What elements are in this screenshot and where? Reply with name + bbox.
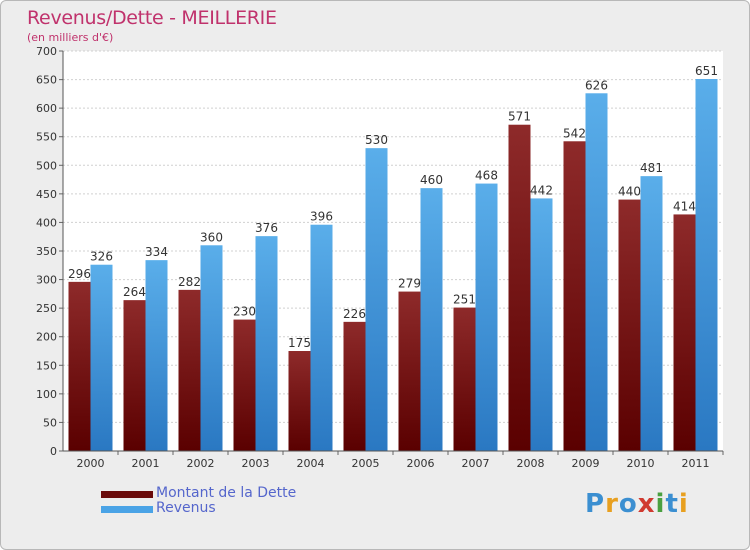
bar-revenus — [255, 236, 278, 451]
data-label-revenus: 334 — [145, 245, 168, 259]
bar-dette — [453, 307, 476, 451]
x-tick-label: 2005 — [352, 457, 380, 470]
x-tick-label: 2003 — [242, 457, 270, 470]
data-label-revenus: 442 — [530, 183, 553, 197]
logo-letter: t — [665, 489, 679, 519]
y-tick-label: 550 — [36, 131, 57, 144]
data-label-revenus: 468 — [475, 169, 498, 183]
bar-dette — [398, 291, 421, 451]
x-tick-label: 2000 — [77, 457, 105, 470]
bar-revenus — [695, 79, 718, 451]
bar-dette — [68, 281, 91, 451]
data-label-dette: 175 — [288, 336, 311, 350]
legend-label-dette: Montant de la Dette — [156, 485, 297, 501]
x-tick-label: 2008 — [517, 457, 545, 470]
bar-dette — [508, 124, 531, 451]
data-label-revenus: 460 — [420, 173, 443, 187]
data-label-revenus: 360 — [200, 230, 223, 244]
y-tick-label: 700 — [36, 45, 57, 58]
x-tick-label: 2010 — [627, 457, 655, 470]
bar-dette — [178, 289, 201, 451]
data-label-dette: 282 — [178, 275, 201, 289]
y-tick-label: 500 — [36, 159, 57, 172]
bar-dette — [233, 319, 256, 451]
bar-revenus — [365, 148, 388, 451]
data-label-revenus: 651 — [695, 64, 718, 78]
data-label-revenus: 530 — [365, 133, 388, 147]
proxiti-logo: Proxiti — [585, 489, 689, 519]
y-tick-label: 0 — [50, 445, 57, 458]
x-tick-label: 2001 — [132, 457, 160, 470]
y-tick-label: 350 — [36, 245, 57, 258]
bar-dette — [618, 199, 641, 451]
data-label-revenus: 376 — [255, 221, 278, 235]
data-label-dette: 226 — [343, 307, 366, 321]
data-label-revenus: 326 — [90, 250, 113, 264]
data-label-dette: 230 — [233, 305, 256, 319]
y-tick-label: 200 — [36, 331, 57, 344]
x-tick-label: 2002 — [187, 457, 215, 470]
data-label-dette: 251 — [453, 293, 476, 307]
bar-revenus — [310, 224, 333, 451]
data-label-revenus: 396 — [310, 210, 333, 224]
data-label-dette: 414 — [673, 199, 696, 213]
x-tick-label: 2007 — [462, 457, 490, 470]
bar-revenus — [530, 198, 553, 451]
bar-revenus — [420, 188, 443, 451]
bar-revenus — [475, 183, 498, 452]
data-labels: 296 326 264 334 282 360 230 376 175 396 226 530 279 4… — [68, 64, 718, 350]
data-label-dette: 279 — [398, 277, 421, 291]
x-tick-label: 2006 — [407, 457, 435, 470]
legend-label-revenus: Revenus — [156, 500, 216, 516]
bar-revenus — [90, 264, 113, 451]
data-label-dette: 296 — [68, 267, 91, 281]
x-tick-label: 2009 — [572, 457, 600, 470]
bar-dette — [123, 300, 146, 451]
x-tick-label: 2004 — [297, 457, 325, 470]
data-label-dette: 571 — [508, 110, 531, 124]
bar-revenus — [200, 245, 223, 451]
y-tick-label: 400 — [36, 216, 57, 229]
bars — [68, 79, 718, 452]
data-label-dette: 542 — [563, 126, 586, 140]
data-label-revenus: 481 — [640, 161, 663, 175]
legend-swatch-revenus — [101, 506, 153, 513]
y-tick-label: 650 — [36, 74, 57, 87]
y-tick-label: 600 — [36, 102, 57, 115]
logo-letter: o — [618, 489, 638, 519]
y-tick-label: 100 — [36, 388, 57, 401]
axes: 0 50 100 150 200 250 300 350 400 450 500 550 600 650 7… — [36, 45, 724, 470]
logo-letter: i — [678, 489, 689, 519]
y-tick-label: 50 — [43, 416, 57, 429]
legend-swatch-dette — [101, 491, 153, 498]
bar-revenus — [640, 176, 663, 451]
y-tick-label: 450 — [36, 188, 57, 201]
bar-dette — [673, 214, 696, 451]
bar-dette — [563, 141, 586, 452]
y-tick-label: 150 — [36, 359, 57, 372]
data-label-revenus: 626 — [585, 78, 608, 92]
x-tick-label: 2011 — [682, 457, 710, 470]
bar-dette — [288, 351, 311, 451]
bar-revenus — [585, 93, 608, 452]
logo-letter: i — [655, 489, 666, 519]
y-tick-label: 250 — [36, 302, 57, 315]
logo-letter: r — [605, 489, 619, 519]
data-label-dette: 440 — [618, 185, 641, 199]
chart-subtitle: (en milliers d'€) — [27, 31, 114, 44]
logo-letter: x — [637, 489, 656, 519]
y-tick-label: 300 — [36, 274, 57, 287]
logo-letter: P — [585, 489, 606, 519]
data-label-dette: 264 — [123, 285, 146, 299]
bar-dette — [343, 321, 366, 451]
bar-revenus — [145, 260, 168, 451]
chart-title: Revenus/Dette - MEILLERIE — [27, 7, 277, 29]
